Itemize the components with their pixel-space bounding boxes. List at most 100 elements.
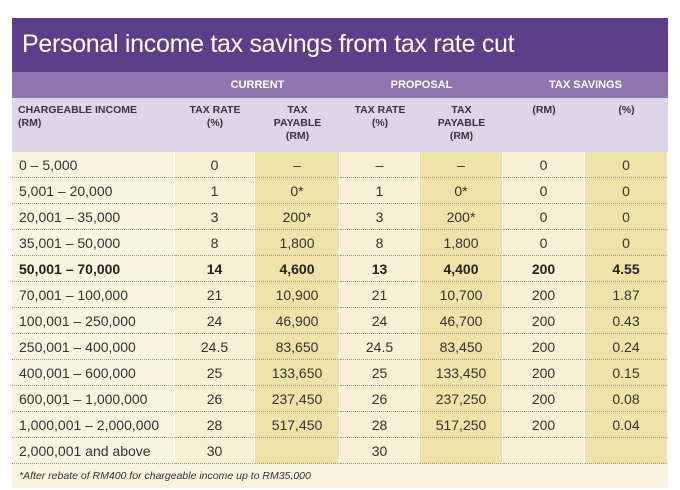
table-cell: 100,001 – 250,000 xyxy=(12,308,175,334)
table-cell: 200 xyxy=(503,308,585,334)
table-cell: 517,250 xyxy=(420,412,503,438)
table-cell xyxy=(420,438,503,464)
table-cell: 4,600 xyxy=(255,256,340,282)
table-cell: 4,400 xyxy=(420,256,503,282)
table-cell: 200 xyxy=(503,412,585,438)
table-cell: 0.43 xyxy=(585,308,668,334)
table-cell: 0 xyxy=(503,204,585,230)
table-cell: 517,450 xyxy=(255,412,340,438)
table-cell: 4.55 xyxy=(585,256,668,282)
table-cell: 3 xyxy=(340,204,420,230)
table-cell: 0.08 xyxy=(585,386,668,412)
table-cell: 0 xyxy=(503,152,585,178)
column-header: TAX PAYABLE (RM) xyxy=(420,104,503,143)
table-cell: 5,001 – 20,000 xyxy=(12,178,175,204)
table-cell: 20,001 – 35,000 xyxy=(12,204,175,230)
table-cell: 1 xyxy=(175,178,255,204)
table-cell: 0 xyxy=(503,230,585,256)
table-cell: 25 xyxy=(175,360,255,386)
table-cell xyxy=(255,438,340,464)
column-header-line: (RM) xyxy=(532,104,556,116)
group-header: CURRENT xyxy=(230,79,285,91)
table-cell: 26 xyxy=(340,386,420,412)
footnote: *After rebate of RM400 for chargeable in… xyxy=(12,464,668,488)
table-cell: 14 xyxy=(175,256,255,282)
table-cell: 0 xyxy=(585,230,668,256)
table-cell: – xyxy=(255,152,340,178)
table-cell: 200* xyxy=(420,204,503,230)
column-header: (RM) xyxy=(503,104,585,117)
table-cell: 50,001 – 70,000 xyxy=(12,256,175,282)
column-header: (%) xyxy=(585,104,668,117)
column-header-line: TAX RATE xyxy=(189,104,241,116)
table-cell: 28 xyxy=(175,412,255,438)
table-cell: 0.24 xyxy=(585,334,668,360)
column-header: CHARGEABLE INCOME (RM) xyxy=(12,104,181,130)
column-header-line: (%) xyxy=(206,117,224,129)
group-header: TAX SAVINGS xyxy=(549,79,622,91)
table-cell: 0 xyxy=(585,152,668,178)
table-cell xyxy=(585,438,668,464)
table-cell: 21 xyxy=(340,282,420,308)
table-cell: 400,001 – 600,000 xyxy=(12,360,175,386)
table-cell: 0.15 xyxy=(585,360,668,386)
column-header-line: CHARGEABLE INCOME xyxy=(18,104,138,116)
column-header-line: (%) xyxy=(618,104,635,116)
table-cell: 200 xyxy=(503,360,585,386)
table-cell: 0 xyxy=(585,178,668,204)
table-cell: 0 xyxy=(585,204,668,230)
table-cell: 0 – 5,000 xyxy=(12,152,175,178)
table-cell: 3 xyxy=(175,204,255,230)
column-header-line: TAX xyxy=(287,104,308,116)
table-cell: 13 xyxy=(340,256,420,282)
column-header-row: CHARGEABLE INCOME (RM) TAX RATE (%) TAX PAYAB… xyxy=(12,98,668,152)
column-header-line: TAX RATE xyxy=(354,104,406,116)
table-cell xyxy=(503,438,585,464)
table-cell: 237,450 xyxy=(255,386,340,412)
table-cell: 24 xyxy=(175,308,255,334)
table-cell: 1.87 xyxy=(585,282,668,308)
table-cell: – xyxy=(420,152,503,178)
column-header-line: (RM) xyxy=(18,117,42,129)
table-cell: 200 xyxy=(503,334,585,360)
group-header: PROPOSAL xyxy=(390,79,453,91)
column-header: TAX RATE (%) xyxy=(340,104,420,130)
group-header-row: CURRENT PROPOSAL TAX SAVINGS xyxy=(12,72,668,98)
table-cell: 200 xyxy=(503,282,585,308)
table-cell: 8 xyxy=(340,230,420,256)
column-header: TAX RATE (%) xyxy=(175,104,255,130)
table-cell: 25 xyxy=(340,360,420,386)
table-cell: 24.5 xyxy=(175,334,255,360)
table-cell: 30 xyxy=(340,438,420,464)
table-cell: 1,800 xyxy=(420,230,503,256)
column-header-line: (RM) xyxy=(449,130,474,142)
table-cell: 8 xyxy=(175,230,255,256)
table-cell: 0 xyxy=(503,178,585,204)
column-header: TAX PAYABLE (RM) xyxy=(255,104,340,143)
table-cell: 26 xyxy=(175,386,255,412)
table-cell: 200 xyxy=(503,256,585,282)
table-cell: 250,001 – 400,000 xyxy=(12,334,175,360)
table-cell: 24.5 xyxy=(340,334,420,360)
title: Personal income tax savings from tax rat… xyxy=(12,18,668,72)
table-cell: 0.04 xyxy=(585,412,668,438)
table-cell: 1 xyxy=(340,178,420,204)
table-cell: 24 xyxy=(340,308,420,334)
table-cell: 83,650 xyxy=(255,334,340,360)
table-cell: 0* xyxy=(255,178,340,204)
table-cell: 237,250 xyxy=(420,386,503,412)
table-cell: 1,000,001 – 2,000,000 xyxy=(12,412,175,438)
table-cell: 0 xyxy=(175,152,255,178)
table-cell: 0* xyxy=(420,178,503,204)
table-cell: 83,450 xyxy=(420,334,503,360)
table-cell: 200 xyxy=(503,386,585,412)
column-header-line: PAYABLE xyxy=(437,117,486,129)
table-cell: 70,001 – 100,000 xyxy=(12,282,175,308)
table-cell: 35,001 – 50,000 xyxy=(12,230,175,256)
table-cell: 200* xyxy=(255,204,340,230)
column-header-line: (%) xyxy=(371,117,389,129)
table-cell: 2,000,001 and above xyxy=(12,438,175,464)
table-cell: – xyxy=(340,152,420,178)
table-cell: 600,001 – 1,000,000 xyxy=(12,386,175,412)
